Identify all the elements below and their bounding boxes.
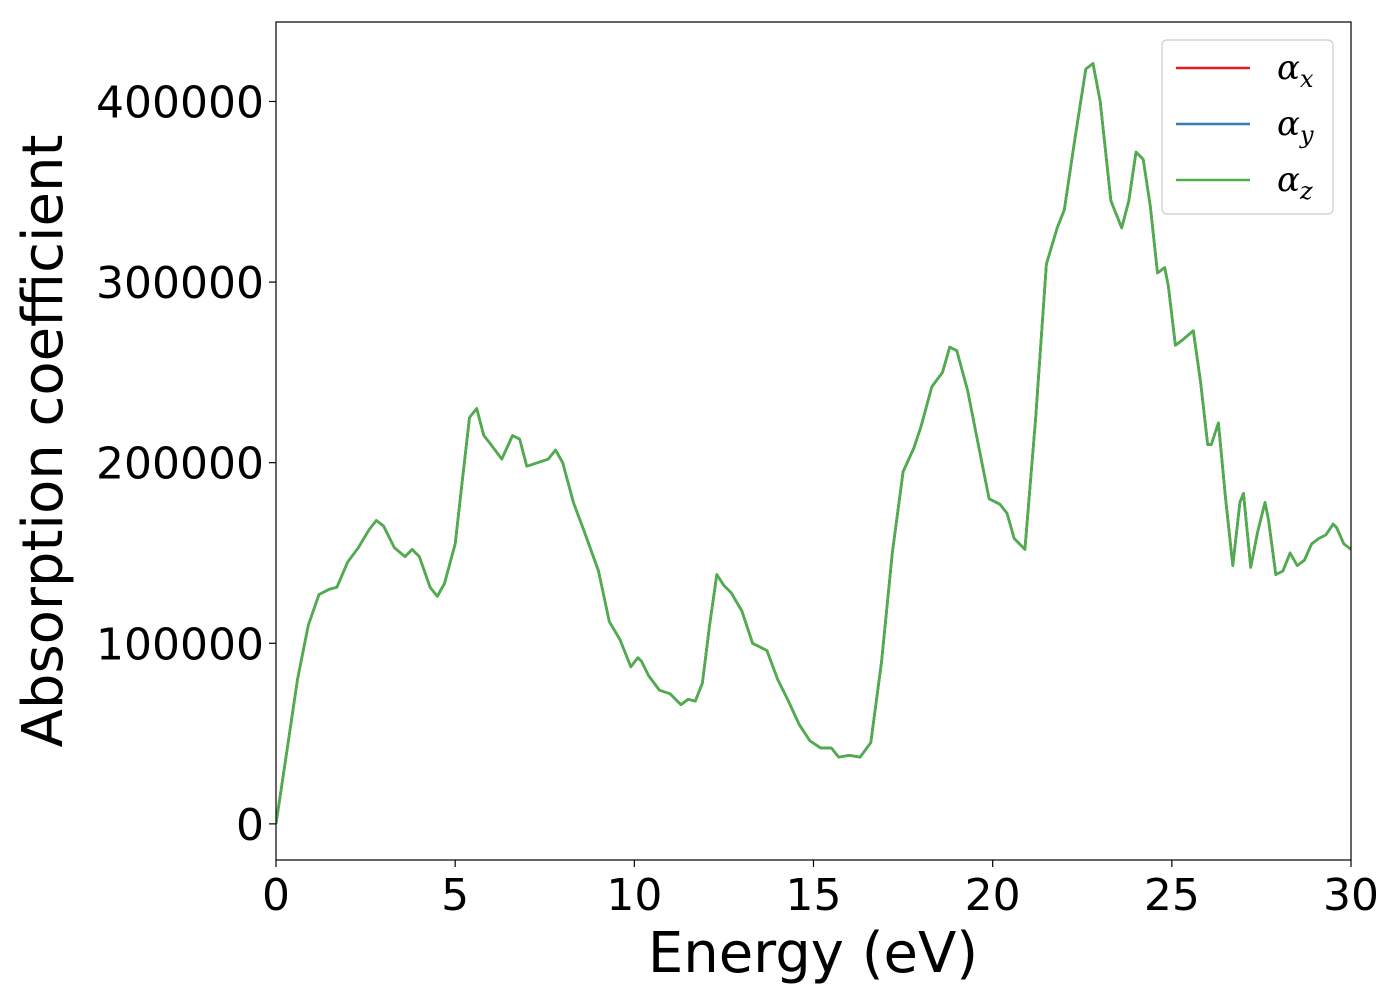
x-tick-label: 0 bbox=[262, 870, 290, 921]
x-tick-label: 25 bbox=[1144, 870, 1200, 921]
y-tick-label: 100000 bbox=[96, 619, 264, 670]
y-tick-label: 0 bbox=[236, 800, 264, 851]
y-tick-label: 300000 bbox=[96, 258, 264, 309]
y-axis-ticks: 0 100000 200000 300000 400000 bbox=[96, 77, 276, 851]
x-tick-label: 30 bbox=[1323, 870, 1379, 921]
x-tick-label: 5 bbox=[441, 870, 469, 921]
y-tick-label: 400000 bbox=[96, 77, 264, 128]
x-axis-ticks: 0 5 10 15 20 25 30 bbox=[262, 860, 1379, 921]
series-layer bbox=[276, 62, 1351, 825]
x-tick-label: 15 bbox=[786, 870, 842, 921]
x-tick-label: 10 bbox=[606, 870, 662, 921]
legend-label: αx bbox=[1277, 48, 1314, 93]
legend-box bbox=[1161, 39, 1334, 215]
legend-label: αy bbox=[1277, 104, 1314, 149]
y-tick-label: 200000 bbox=[96, 439, 264, 490]
y-axis-title: Absorption coefficient bbox=[11, 135, 76, 748]
series-line-α-z bbox=[276, 62, 1351, 825]
x-tick-label: 20 bbox=[965, 870, 1021, 921]
x-axis-title: Energy (eV) bbox=[648, 921, 978, 986]
